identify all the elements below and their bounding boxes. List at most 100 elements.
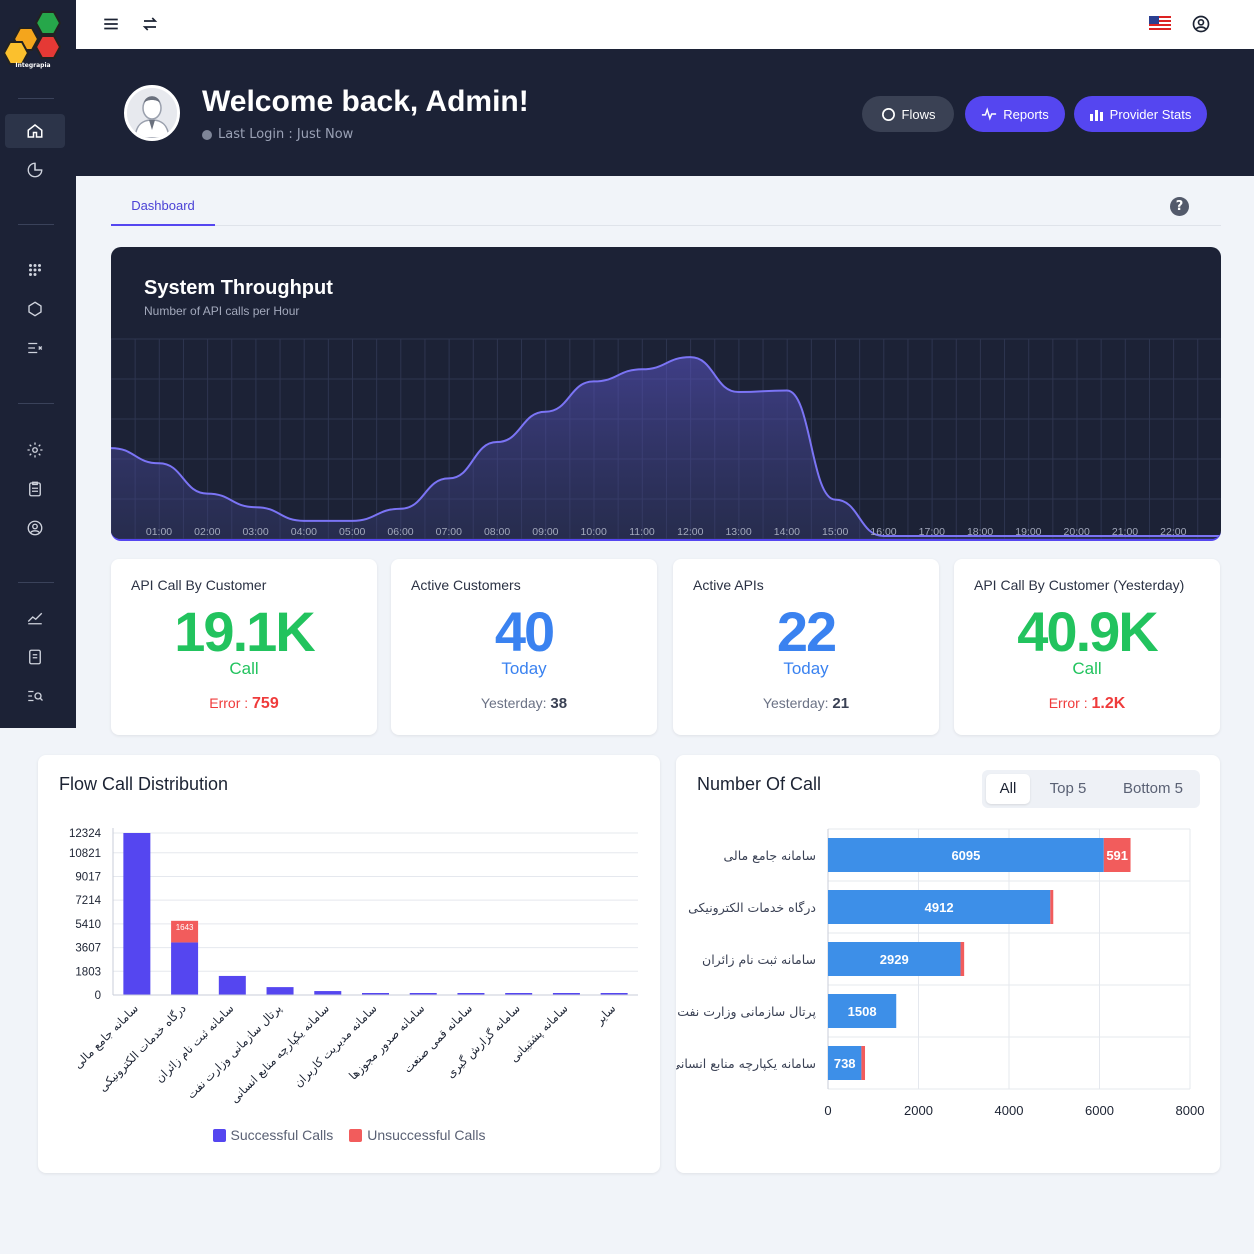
y-tick-label: 9017	[75, 871, 101, 883]
stat-value: 19.1K	[174, 600, 315, 663]
x-tick-label: 8000	[1176, 1103, 1205, 1118]
sidebar-item-documents[interactable]	[5, 640, 65, 674]
sidebar-item-search-logs[interactable]	[5, 679, 65, 713]
sidebar-item-trends[interactable]	[5, 600, 65, 634]
flow-distribution-title: Flow Call Distribution	[59, 774, 229, 794]
legend-swatch	[349, 1129, 363, 1142]
bar-unsuccessful	[960, 942, 965, 976]
bar-unsuccessful	[1103, 838, 1131, 872]
y-tick-label: 3607	[75, 943, 101, 955]
filter-top-5[interactable]: Top 5	[1049, 780, 1087, 797]
flow-distribution-legend: Successful Calls Unsuccessful Calls	[38, 1127, 660, 1143]
bar-successful	[828, 942, 961, 976]
throughput-subtitle: Number of API calls per Hour	[144, 304, 300, 318]
x-tick-label: 18:00	[967, 526, 993, 538]
y-tick-label: درگاه خدمات الکترونیکی	[688, 900, 816, 916]
sidebar-divider	[18, 582, 54, 583]
x-tick-label: 0	[824, 1103, 831, 1118]
tab-dashboard[interactable]: Dashboard	[111, 190, 215, 226]
sidebar-item-clipboard[interactable]	[5, 472, 65, 506]
switch-button[interactable]	[139, 13, 161, 35]
x-tick-label: 05:00	[339, 526, 365, 538]
legend-label: Successful Calls	[230, 1127, 334, 1143]
bar-successful	[828, 838, 1104, 872]
pulse-icon	[982, 107, 997, 121]
pie-chart-icon	[27, 162, 43, 178]
avatar[interactable]	[124, 85, 180, 141]
brand-logo[interactable]	[4, 8, 66, 72]
stat-unit: Call	[1072, 659, 1102, 678]
stat-footer-value: 38	[550, 695, 568, 712]
stat-card-active-customers: Active Customers 40 Today Yesterday: 38	[391, 559, 657, 735]
stat-title: Active Customers	[411, 577, 521, 593]
bar-successful	[266, 987, 294, 995]
sidebar-divider	[18, 224, 54, 225]
bar-unsuccessful	[861, 1046, 866, 1080]
x-tick-label: 07:00	[436, 526, 462, 538]
stat-card-api-call: API Call By Customer 19.1K Call Error : …	[111, 559, 377, 735]
y-tick-label: 10821	[69, 848, 101, 860]
welcome-heading: Welcome back, Admin!	[202, 85, 529, 118]
y-tick-label: سامانه یکپارچه منابع انسانی	[676, 1056, 816, 1072]
sidebar-item-flows[interactable]	[5, 292, 65, 326]
trend-chart-icon	[27, 612, 43, 625]
menu-toggle-button[interactable]	[100, 13, 122, 35]
help-icon[interactable]: ?	[1170, 197, 1189, 216]
status-dot-icon	[202, 129, 212, 140]
stat-card-api-call-yesterday: API Call By Customer (Yesterday) 40.9K C…	[954, 559, 1220, 735]
bar-data-label: 738	[834, 1056, 856, 1071]
number-of-call-card: Number Of Call All Top 5 Bottom 5 0 2000 4…	[676, 755, 1220, 1173]
filter-bottom-5[interactable]: Bottom 5	[1122, 780, 1184, 797]
bar-successful	[123, 833, 151, 995]
x-tick-label: 13:00	[725, 526, 751, 538]
reports-button-label: Reports	[1003, 106, 1049, 122]
language-button[interactable]	[1149, 13, 1171, 35]
flow-call-distribution-card: Flow Call Distribution 0 1803 3607 5410 7214…	[38, 755, 660, 1173]
sidebar-item-settings[interactable]	[5, 433, 65, 467]
y-tick-label: 5410	[75, 919, 101, 931]
legend-item-successful[interactable]: Successful Calls	[212, 1127, 334, 1143]
y-tick-label: سامانه ثبت نام زائران	[702, 952, 816, 968]
bar-successful	[828, 994, 897, 1028]
sidebar-item-apps[interactable]	[5, 253, 65, 287]
provider-stats-button[interactable]: Provider Stats	[1074, 96, 1207, 132]
stat-value: 40.9K	[1017, 600, 1158, 663]
stat-footer-value: 21	[832, 695, 850, 712]
user-menu-button[interactable]	[1190, 13, 1212, 35]
welcome-banner: Welcome back, Admin! Last Login : Just N…	[76, 49, 1254, 176]
bar-successful	[828, 890, 1051, 924]
bar-successful	[552, 993, 580, 995]
sidebar-item-profile[interactable]	[5, 511, 65, 545]
stat-title: Active APIs	[693, 577, 764, 593]
sidebar-item-filters[interactable]	[5, 331, 65, 365]
bar-data-label: 1508	[848, 1004, 877, 1019]
stat-footer: Yesterday: 21	[673, 695, 939, 712]
tab-divider	[111, 225, 1221, 226]
bar-successful	[314, 991, 342, 995]
legend-item-unsuccessful[interactable]: Unsuccessful Calls	[349, 1127, 485, 1143]
user-circle-icon	[1192, 15, 1210, 33]
x-tick-label: 19:00	[1015, 526, 1041, 538]
stat-value: 22	[776, 600, 837, 663]
filter-all[interactable]: All	[986, 774, 1030, 804]
sidebar-item-analytics[interactable]	[5, 153, 65, 187]
stat-footer: Yesterday: 38	[391, 695, 657, 712]
stat-footer: Error : 1.2K	[954, 695, 1220, 713]
stat-title: API Call By Customer	[131, 577, 267, 593]
x-tick-label: 22:00	[1160, 526, 1186, 538]
x-tick-label: 16:00	[870, 526, 896, 538]
throughput-line	[111, 356, 1221, 537]
bar-unsuccessful	[1050, 890, 1054, 924]
legend-swatch	[212, 1129, 226, 1142]
reports-button[interactable]: Reports	[965, 96, 1065, 132]
x-tick-label: سایر	[592, 1001, 619, 1028]
sidebar-item-home[interactable]	[5, 114, 65, 148]
last-login: Last Login : Just Now	[202, 127, 353, 142]
flows-button[interactable]: Flows	[862, 96, 954, 132]
list-filter-icon	[28, 342, 43, 354]
x-tick-label: پرتال سازمانی وزارت نفت	[184, 1001, 285, 1102]
bar-successful	[505, 993, 533, 995]
throughput-area	[111, 357, 1221, 539]
stat-unit: Call	[229, 659, 259, 678]
